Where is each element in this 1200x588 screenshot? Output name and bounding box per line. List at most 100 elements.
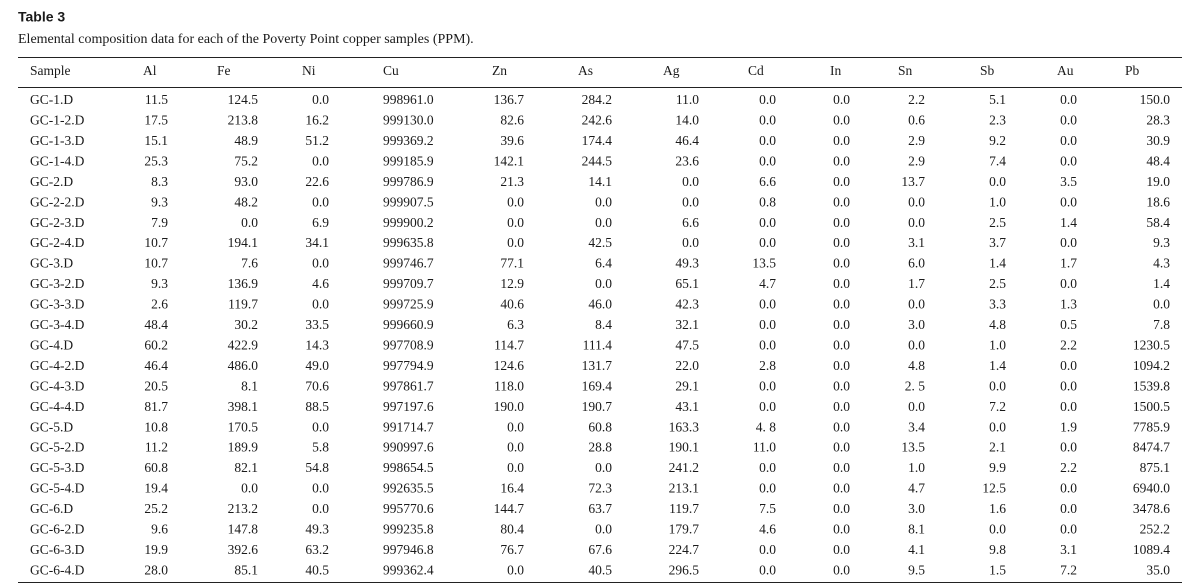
table-cell: 174.4 — [582, 133, 613, 148]
table-cell: 0.0 — [1060, 113, 1077, 128]
table-cell: 3478.6 — [1133, 501, 1170, 516]
table-cell: 0.0 — [682, 174, 699, 189]
table-cell: 131.7 — [582, 358, 613, 373]
table-cell: 7785.9 — [1133, 419, 1170, 434]
table-cell: 0.0 — [833, 235, 850, 250]
table-cell: 0.0 — [833, 256, 850, 271]
table-cell: 0.0 — [1060, 133, 1077, 148]
table-cell: 0.0 — [759, 460, 776, 475]
table-cell: 0.0 — [507, 419, 524, 434]
table-cell: 30.9 — [1146, 133, 1170, 148]
table-cell: 0.0 — [1060, 378, 1077, 393]
table-cell: 0.0 — [908, 194, 925, 209]
table-cell: 82.1 — [234, 460, 258, 475]
table-cell: 10.8 — [144, 419, 168, 434]
table-cell: 284.2 — [582, 92, 612, 107]
table-cell: 114.7 — [494, 337, 524, 352]
table-cell: 0.0 — [595, 522, 612, 537]
table-cell: 47.5 — [675, 337, 699, 352]
table-cell: 124.5 — [228, 92, 259, 107]
table-cell: 0.0 — [1060, 92, 1077, 107]
table-cell: 42.3 — [675, 297, 699, 312]
table-cell: 88.5 — [305, 399, 329, 414]
table-cell: 85.1 — [234, 562, 258, 577]
table-cell: 1.7 — [1060, 256, 1077, 271]
table-cell: 0.0 — [833, 297, 850, 312]
table-cell: 992635.5 — [383, 481, 434, 496]
table-cell: 6.3 — [507, 317, 524, 332]
table-cell: 398.1 — [228, 399, 258, 414]
sample-id: GC-5-2.D — [30, 440, 85, 455]
table-cell: 244.5 — [582, 153, 613, 168]
sample-id: GC-4-4.D — [30, 399, 85, 414]
table-cell: 40.5 — [588, 562, 612, 577]
table-cell: 0.0 — [759, 378, 776, 393]
table-cell: 63.7 — [588, 501, 612, 516]
sample-id: GC-3-2.D — [30, 276, 85, 291]
table-cell: 213.8 — [228, 113, 259, 128]
table-cell: 0.0 — [1060, 440, 1077, 455]
table-cell: 7.6 — [241, 256, 258, 271]
table-cell: 3.5 — [1060, 174, 1077, 189]
table-cell: 0.0 — [833, 317, 850, 332]
table-cell: 48.4 — [1146, 153, 1170, 168]
table-cell: 0.0 — [312, 501, 329, 516]
table-cell: 0.0 — [1153, 297, 1170, 312]
table-cell: 9.3 — [1153, 235, 1170, 250]
table-cell: 999786.9 — [383, 174, 434, 189]
table-cell: 20.5 — [144, 378, 168, 393]
table-cell: 2.9 — [908, 133, 925, 148]
column-header: Au — [1057, 63, 1074, 78]
sample-id: GC-6-2.D — [30, 522, 85, 537]
table-cell: 0.0 — [682, 235, 699, 250]
table-cell: 0.0 — [1060, 153, 1077, 168]
table-cell: 213.1 — [669, 481, 699, 496]
column-header: Fe — [217, 63, 231, 78]
table-cell: 5.8 — [312, 440, 329, 455]
table-cell: 16.4 — [500, 481, 524, 496]
table-cell: 46.0 — [588, 297, 612, 312]
table-cell: 60.8 — [588, 419, 612, 434]
table-cell: 7.9 — [151, 215, 168, 230]
table-cell: 999907.5 — [383, 194, 434, 209]
table-cell: 70.6 — [305, 378, 329, 393]
table-cell: 999635.8 — [383, 235, 434, 250]
table-cell: 0.0 — [759, 562, 776, 577]
table-cell: 0.0 — [1060, 194, 1077, 209]
table-cell: 58.4 — [1146, 215, 1170, 230]
table-cell: 4.7 — [908, 481, 925, 496]
table-cell: 12.9 — [500, 276, 524, 291]
table-cell: 170.5 — [228, 419, 259, 434]
table-cell: 0.0 — [759, 399, 776, 414]
table-caption: Elemental composition data for each of t… — [18, 32, 474, 47]
table-cell: 194.1 — [228, 235, 258, 250]
table-cell: 422.9 — [228, 337, 259, 352]
table-cell: 0.0 — [1060, 501, 1077, 516]
table-cell: 1.0 — [989, 337, 1006, 352]
sample-id: GC-4.D — [30, 337, 73, 352]
table-cell: 0.0 — [759, 542, 776, 557]
table-cell: 999369.2 — [383, 133, 434, 148]
table-cell: 0.0 — [507, 440, 524, 455]
table-cell: 991714.7 — [383, 419, 434, 434]
table-cell: 65.1 — [675, 276, 699, 291]
table-cell: 8.1 — [908, 522, 925, 537]
table-cell: 10.7 — [144, 256, 168, 271]
table-cell: 9.9 — [989, 460, 1006, 475]
table-cell: 8.3 — [151, 174, 168, 189]
table-cell: 1.4 — [989, 358, 1006, 373]
table-cell: 9.6 — [151, 522, 168, 537]
table-cell: 0.0 — [312, 297, 329, 312]
table-cell: 2.3 — [989, 113, 1006, 128]
table-cell: 7.2 — [1060, 562, 1077, 577]
table-cell: 0.0 — [507, 562, 524, 577]
table-cell: 48.4 — [144, 317, 168, 332]
table-cell: 0.0 — [759, 481, 776, 496]
table-cell: 189.9 — [228, 440, 259, 455]
table-cell: 11.0 — [753, 440, 776, 455]
table-cell: 0.0 — [312, 256, 329, 271]
table-cell: 48.2 — [234, 194, 258, 209]
sample-id: GC-4-3.D — [30, 378, 85, 393]
table-cell: 997794.9 — [383, 358, 434, 373]
table-cell: 51.2 — [305, 133, 329, 148]
